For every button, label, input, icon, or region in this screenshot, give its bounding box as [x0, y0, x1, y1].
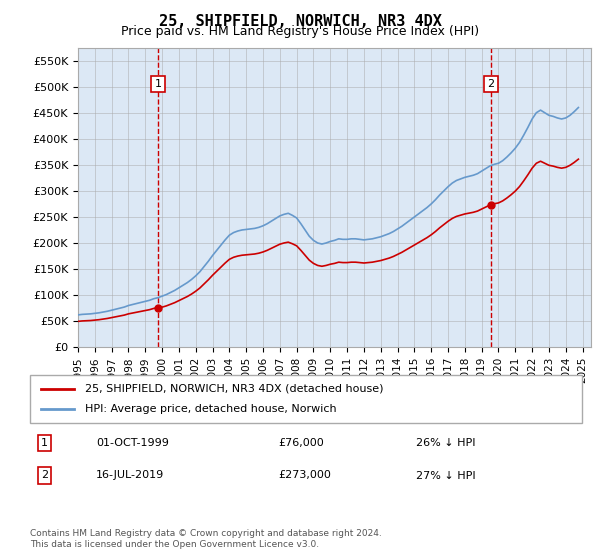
Text: 25, SHIPFIELD, NORWICH, NR3 4DX: 25, SHIPFIELD, NORWICH, NR3 4DX — [158, 14, 442, 29]
Text: 1: 1 — [154, 79, 161, 89]
Text: 16-JUL-2019: 16-JUL-2019 — [96, 470, 164, 480]
Text: 25, SHIPFIELD, NORWICH, NR3 4DX (detached house): 25, SHIPFIELD, NORWICH, NR3 4DX (detache… — [85, 384, 384, 394]
Text: 2: 2 — [41, 470, 48, 480]
Text: 2: 2 — [487, 79, 494, 89]
Text: £273,000: £273,000 — [278, 470, 331, 480]
Text: 01-OCT-1999: 01-OCT-1999 — [96, 438, 169, 448]
FancyBboxPatch shape — [30, 375, 582, 423]
Text: 26% ↓ HPI: 26% ↓ HPI — [416, 438, 476, 448]
Text: 27% ↓ HPI: 27% ↓ HPI — [416, 470, 476, 480]
Text: 1: 1 — [41, 438, 48, 448]
Text: Contains HM Land Registry data © Crown copyright and database right 2024.
This d: Contains HM Land Registry data © Crown c… — [30, 529, 382, 549]
Text: Price paid vs. HM Land Registry's House Price Index (HPI): Price paid vs. HM Land Registry's House … — [121, 25, 479, 38]
Text: £76,000: £76,000 — [278, 438, 324, 448]
Text: HPI: Average price, detached house, Norwich: HPI: Average price, detached house, Norw… — [85, 404, 337, 414]
